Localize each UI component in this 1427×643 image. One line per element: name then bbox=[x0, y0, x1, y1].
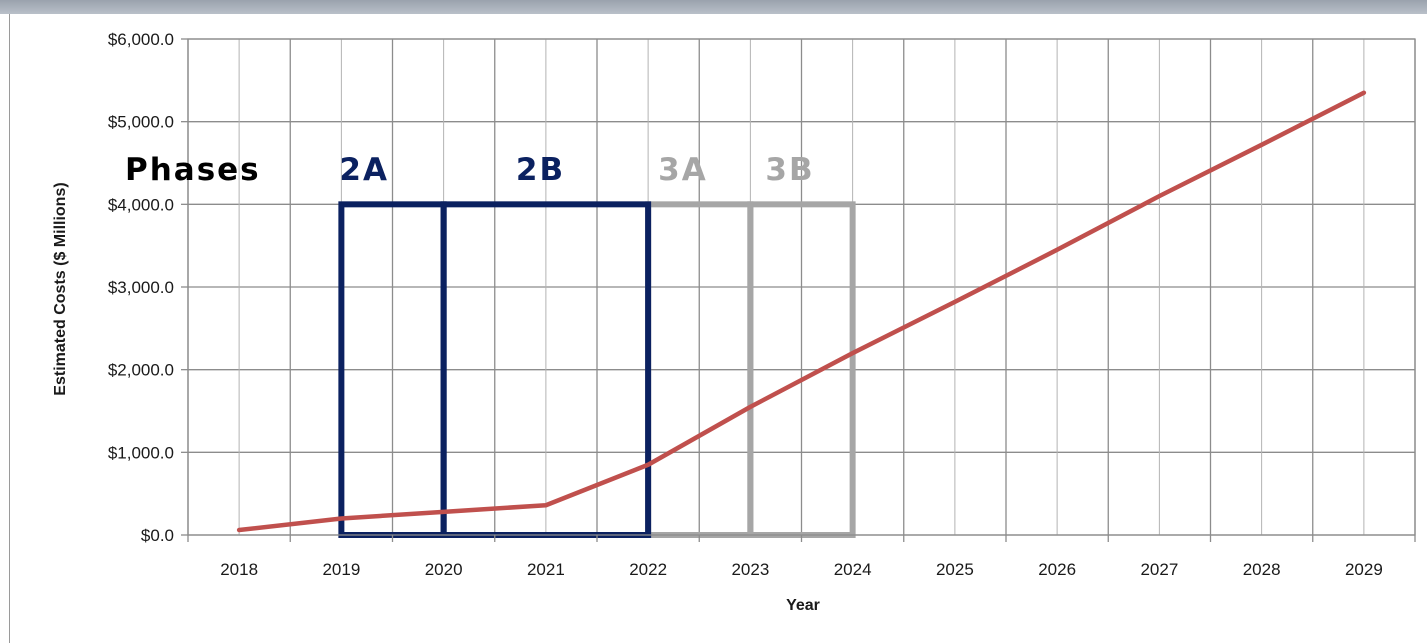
x-tick-label: 2020 bbox=[425, 560, 463, 579]
y-tick-label: $6,000.0 bbox=[108, 30, 174, 49]
x-tick-label: 2028 bbox=[1243, 560, 1281, 579]
phases-title: Phases bbox=[125, 152, 261, 188]
x-tick-label: 2022 bbox=[629, 560, 667, 579]
y-tick-label: $1,000.0 bbox=[108, 443, 174, 462]
y-tick-label: $2,000.0 bbox=[108, 361, 174, 380]
y-tick-label: $4,000.0 bbox=[108, 195, 174, 214]
x-tick-label: 2025 bbox=[936, 560, 974, 579]
grid bbox=[187, 38, 1416, 536]
labels: Year Estimated Costs ($ Millions) Phases… bbox=[52, 30, 1383, 614]
x-tick-label: 2018 bbox=[220, 560, 258, 579]
y-tick-label: $3,000.0 bbox=[108, 278, 174, 297]
x-axis-title: Year bbox=[786, 597, 820, 614]
x-tick-label: 2019 bbox=[322, 560, 360, 579]
x-tick-label: 2023 bbox=[731, 560, 769, 579]
axes bbox=[181, 38, 1416, 542]
series-line bbox=[236, 90, 1367, 533]
x-tick-label: 2027 bbox=[1140, 560, 1178, 579]
series-layer bbox=[236, 90, 1367, 533]
window-top-bar bbox=[0, 0, 1427, 14]
phase-label-3a: 3A bbox=[658, 152, 708, 188]
phase-label-2b: 2B bbox=[516, 152, 565, 188]
chart-frame bbox=[9, 14, 1427, 643]
y-tick-label: $5,000.0 bbox=[108, 113, 174, 132]
plot-border bbox=[187, 38, 1416, 536]
y-tick-label: $0.0 bbox=[141, 526, 174, 545]
x-tick-label: 2021 bbox=[527, 560, 565, 579]
phase-label-3b: 3B bbox=[765, 152, 814, 188]
x-tick-label: 2026 bbox=[1038, 560, 1076, 579]
y-axis-title: Estimated Costs ($ Millions) bbox=[52, 182, 69, 395]
phase-label-2a: 2A bbox=[339, 152, 389, 188]
x-tick-label: 2024 bbox=[834, 560, 872, 579]
x-tick-label: 2029 bbox=[1345, 560, 1383, 579]
